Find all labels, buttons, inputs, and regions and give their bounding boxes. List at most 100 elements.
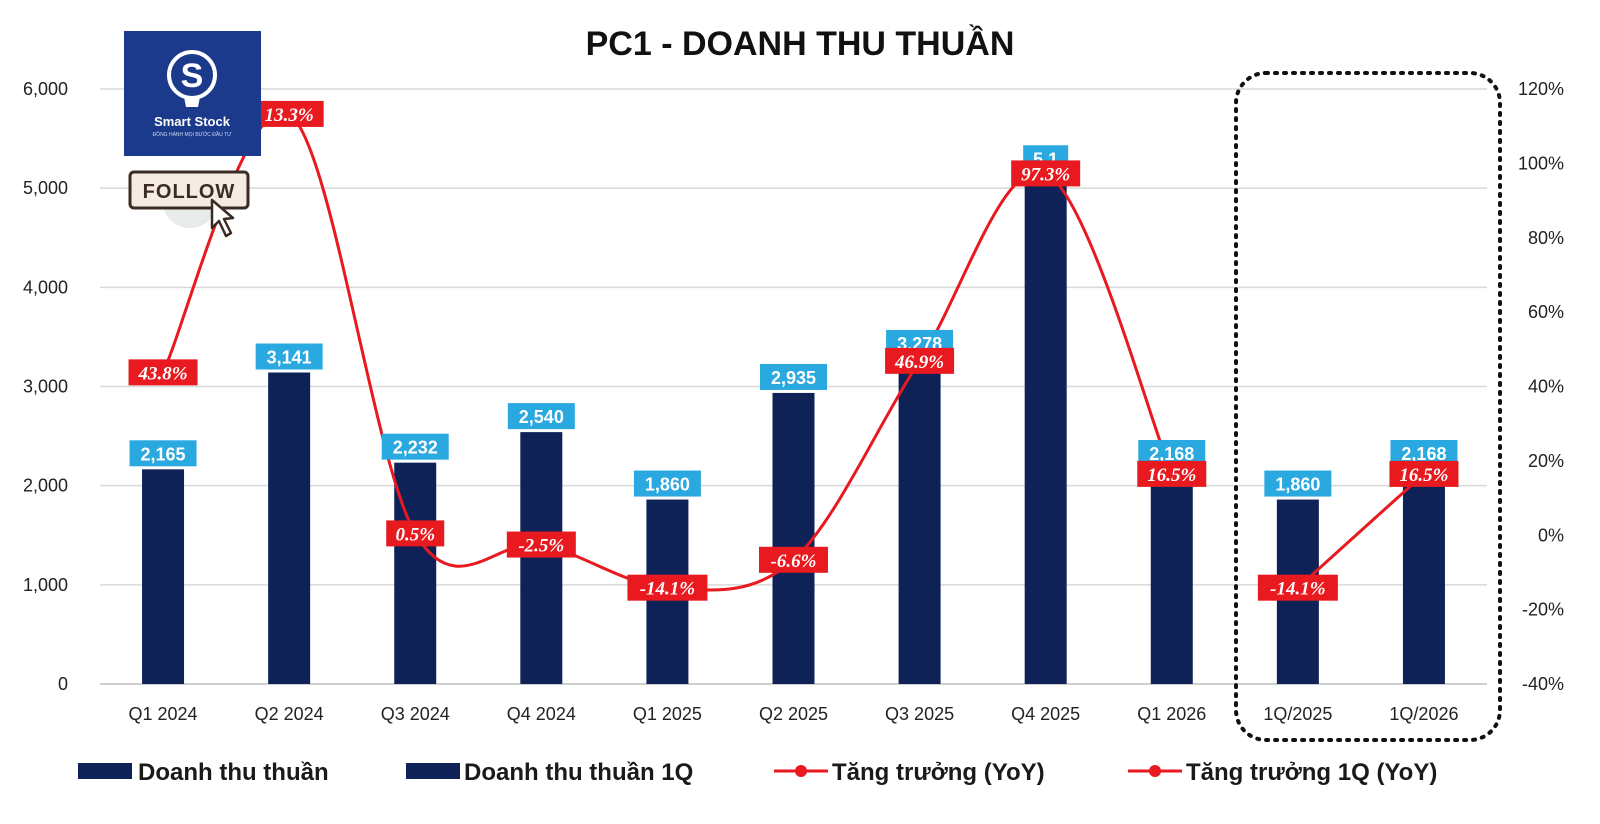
y-left-tick-label: 2,000 [23,476,68,496]
growth-label-bg [128,359,198,386]
bar-value-label: 1,860 [1275,475,1320,495]
bar-label-bg [633,470,701,497]
growth-label-bg [1389,460,1459,487]
x-tick-label: 1Q/2026 [1389,704,1458,724]
y-left-tick-label: 5,000 [23,178,68,198]
cursor-icon [210,198,235,238]
bar [520,432,563,684]
bar [268,372,311,684]
growth-value-label: -14.1% [1270,579,1325,600]
y-right-tick-label: 120% [1518,79,1564,99]
x-tick-label: Q2 2024 [255,704,324,724]
x-tick-label: Q4 2024 [507,704,576,724]
bar-value-label: 2,168 [1401,444,1446,464]
smart-stock-logo: S Smart Stock ĐỒNG HÀNH MỌI BƯỚC ĐẦU TƯ [124,31,261,156]
growth-value-label: 97.3% [1021,164,1070,185]
bar [142,469,185,684]
bar-value-label: 2,232 [393,438,438,458]
x-tick-label: Q1 2024 [129,704,198,724]
x-tick-label: 1Q/2025 [1263,704,1332,724]
legend-item-growth: Tăng trưởng (YoY) [774,759,1045,786]
growth-value-label: 0.5% [395,524,435,545]
growth-value-label: 43.8% [138,363,188,384]
bar-label-bg [507,403,575,430]
growth-label-bg [885,347,955,374]
bar-label-bg [381,433,449,460]
chart-title: PC1 - DOANH THU THUẦN [586,25,1015,63]
growth-label-bg [1257,574,1338,601]
growth-value-label: 16.5% [1147,465,1196,486]
x-tick-label: Q3 2024 [381,704,450,724]
growth-value-label: 13.3% [265,105,314,126]
x-axis: Q1 2024 Q2 2024 Q3 2024 Q4 2024 Q1 2025 Q2 20… [129,704,1459,724]
legend-item-revenue: Doanh thu thuần [78,759,329,786]
y-right-tick-label: -20% [1522,600,1564,620]
legend-label-growth-1q: Tăng trưởng 1Q (YoY) [1186,759,1437,786]
legend-marker-growth-1q [1149,765,1161,777]
bar-value-label: 1,860 [645,475,690,495]
bar-value-label: 2,168 [1149,444,1194,464]
bar [1402,469,1445,684]
highlight-box [1234,71,1502,742]
growth-label-bg [1137,460,1207,487]
svg-text:S: S [181,57,204,95]
growth-labels: 43.8% 13.3% 0.5% -2.5% -14.1% -6.6% 46.9% 97.3%… [128,100,1459,601]
growth-label-bg [506,531,576,558]
x-tick-label: Q1 2026 [1137,704,1206,724]
bar-value-label: 2,935 [771,368,816,388]
legend-label-revenue-1q: Doanh thu thuần 1Q [464,759,693,786]
growth-value-label: -6.6% [771,551,817,572]
growth-value-label: -2.5% [518,536,564,557]
x-tick-label: Q2 2025 [759,704,828,724]
legend-swatch-revenue [78,763,132,779]
growth-value-label: 46.9% [894,352,944,373]
bar-label-bg [255,343,323,370]
bar [1150,469,1193,684]
bar-label-bg [129,440,197,467]
growth-label-bg [627,574,708,601]
legend-marker-growth [795,765,807,777]
growth-label-bg [254,100,324,127]
legend-label-revenue: Doanh thu thuần [138,759,329,786]
bar [1024,174,1067,685]
y-right-tick-label: 20% [1528,451,1564,471]
bar [898,358,941,684]
bar-value-label: 2,165 [141,444,186,464]
y-right-tick-label: 0% [1538,525,1564,545]
y-left-tick-label: 0 [58,674,68,694]
growth-label-bg [386,520,445,547]
legend-item-revenue-1q: Doanh thu thuần 1Q [406,759,693,786]
follow-badge: FOLLOW [128,170,250,238]
logo-brand: Smart Stock [154,114,231,129]
logo-tagline: ĐỒNG HÀNH MỌI BƯỚC ĐẦU TƯ [153,131,233,138]
y-left-tick-label: 3,000 [23,377,68,397]
bar-value-label: 3,141 [267,348,312,368]
y-left-tick-label: 6,000 [23,79,68,99]
y-left-tick-label: 4,000 [23,277,68,297]
growth-label-bg [759,546,828,573]
legend-swatch-revenue-1q [406,763,460,779]
bar [772,392,815,684]
lightbulb-s-icon: S [167,50,217,107]
growth-value-label: 16.5% [1399,465,1448,486]
y-right-tick-label: 100% [1518,153,1564,173]
legend-item-growth-1q: Tăng trưởng 1Q (YoY) [1128,759,1437,786]
x-tick-label: Q3 2025 [885,704,954,724]
y-right-tick-label: 80% [1528,228,1564,248]
y-axis-left: 0 1,000 2,000 3,000 4,000 5,000 6,000 [23,79,68,694]
follow-label: FOLLOW [143,181,236,203]
bar-value-label: 2,540 [519,407,564,427]
growth-label-bg [1011,160,1081,187]
legend-label-growth: Tăng trưởng (YoY) [832,759,1045,786]
y-right-tick-label: -40% [1522,674,1564,694]
y-left-tick-label: 1,000 [23,575,68,595]
bar-label-bg [1264,470,1332,497]
legend: Doanh thu thuần Doanh thu thuần 1Q Tăng … [78,759,1437,786]
x-tick-label: Q4 2025 [1011,704,1080,724]
y-right-tick-label: 40% [1528,377,1564,397]
y-right-tick-label: 60% [1528,302,1564,322]
growth-value-label: -14.1% [640,579,695,600]
x-tick-label: Q1 2025 [633,704,702,724]
y-axis-right: -40% -20% 0% 20% 40% 60% 80% 100% 120% [1518,79,1564,694]
